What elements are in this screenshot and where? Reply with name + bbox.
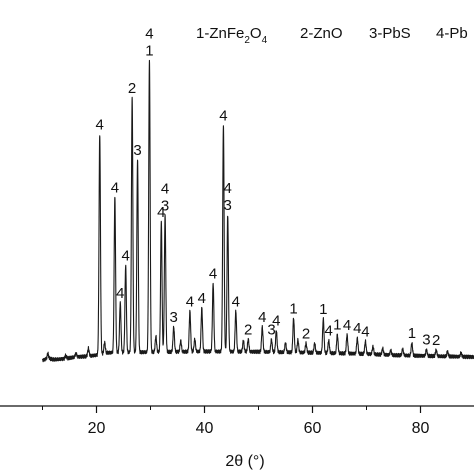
peak-label: 4 (325, 323, 333, 340)
peak-label: 4 (343, 317, 351, 334)
peak-label: 4 (116, 285, 124, 302)
peak-label: 3 (170, 309, 178, 326)
peak-label: 4 (122, 248, 130, 265)
peak-label: 4 (198, 290, 206, 307)
peak-label: 4 (353, 320, 361, 337)
peak-label: 4 (361, 324, 369, 341)
peak-label: 1 (145, 43, 153, 60)
peak-label: 4 (272, 312, 280, 329)
x-tick-label: 40 (196, 420, 214, 437)
peak-label: 2 (128, 80, 136, 97)
legend: 1-ZnFe2O4 2-ZnO 3-PbS 4-Pb (196, 25, 468, 46)
peak-label: 4 (157, 204, 165, 221)
peak-label: 3 (422, 332, 430, 349)
x-axis: 20 40 60 80 2θ (°) (0, 405, 474, 470)
peak-label: 2 (432, 332, 440, 349)
peak-label: 4 (111, 180, 119, 197)
peak-label: 3 (133, 142, 141, 159)
legend-entry-zinc-oxide: 2-ZnO (300, 25, 343, 42)
x-tick-label: 80 (412, 420, 430, 437)
peak-label: 2 (244, 321, 252, 338)
peak-label: 4 (219, 107, 227, 124)
peak-label: 2 (302, 325, 310, 342)
peak-label: 1 (289, 300, 297, 317)
x-tick-label: 20 (88, 420, 106, 437)
peak-label: 3 (267, 322, 275, 339)
peak-label: 4 (96, 116, 104, 133)
peak-label: 4 (161, 181, 169, 198)
legend-entry-lead-phase: 4-Pb (436, 25, 468, 42)
x-tick-label: 60 (304, 420, 322, 437)
peak-label: 1 (333, 317, 341, 334)
peak-label: 1 (408, 325, 416, 342)
x-axis-title: 2θ (°) (225, 453, 264, 470)
legend-entry-lead-sulfide: 3-PbS (369, 25, 411, 42)
peak-label: 4 (224, 180, 232, 197)
peak-label: 4 (232, 293, 240, 310)
x-ticks: 20 40 60 80 (42, 406, 430, 437)
peak-label: 1 (319, 301, 327, 318)
legend-entry-zinc-ferrite: 1-ZnFe2O4 (196, 25, 268, 46)
peak-label: 3 (224, 197, 232, 214)
peak-label: 3 (161, 198, 169, 215)
peak-label: 4 (209, 265, 217, 282)
xrd-spectrum-line (41, 59, 474, 363)
peak-label: 4 (186, 293, 194, 310)
peak-label: 4 (145, 26, 153, 43)
peak-label: 4 (258, 309, 266, 326)
